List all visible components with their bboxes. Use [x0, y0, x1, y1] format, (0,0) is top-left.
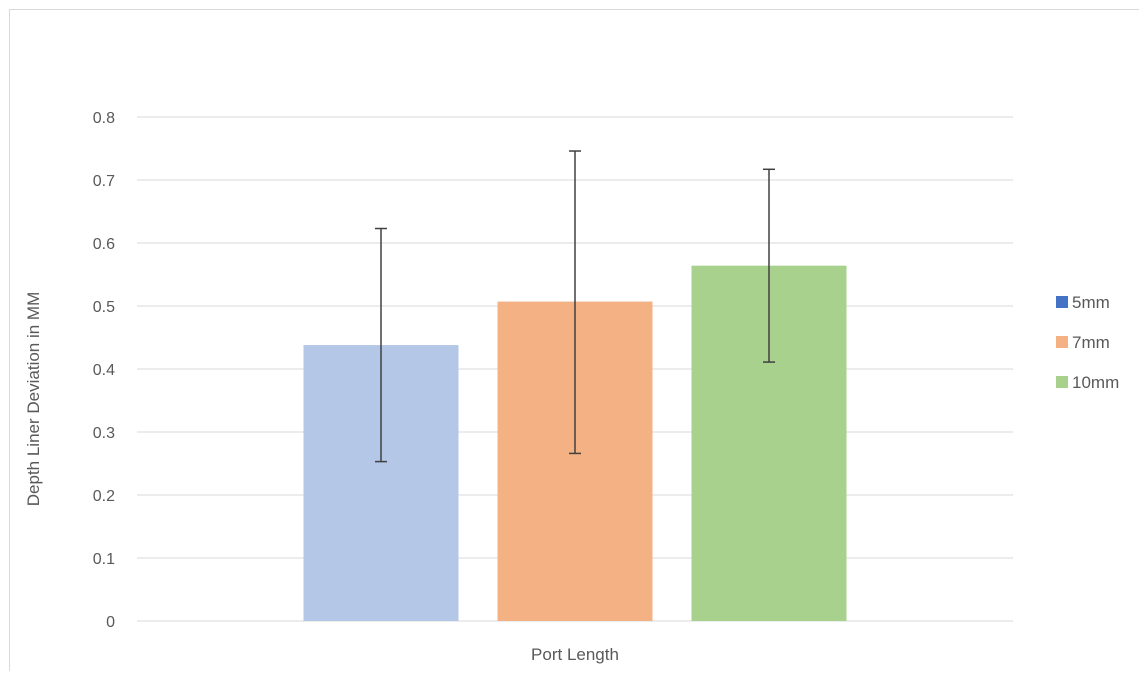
y-tick-label: 0.6	[93, 236, 115, 253]
error-bars	[375, 150, 775, 463]
y-tick-label: 0.1	[93, 551, 115, 568]
chart-frame	[9, 9, 1139, 671]
legend-item-5mm: 5mm	[1056, 293, 1110, 312]
y-tick-label: 0.3	[93, 425, 115, 442]
y-tick-label: 0	[106, 614, 115, 631]
legend-swatch	[1056, 296, 1068, 308]
x-axis-title: Port Length	[531, 645, 619, 664]
y-tick-label: 0.7	[93, 173, 115, 190]
y-axis-ticks: 0 0.1 0.2 0.3 0.4 0.5 0.6 0.7 0.8	[93, 110, 115, 631]
y-tick-label: 0.4	[93, 362, 115, 379]
error-bar-5mm	[375, 227, 387, 463]
legend-label: 10mm	[1072, 373, 1119, 392]
legend-label: 7mm	[1072, 333, 1110, 352]
legend-swatch	[1056, 376, 1068, 388]
legend: 5mm 7mm 10mm	[1056, 293, 1119, 392]
error-bar-7mm	[569, 150, 581, 455]
y-axis-title: Depth Liner Deviation in MM	[24, 292, 43, 506]
error-bar-10mm	[763, 168, 775, 363]
y-tick-label: 0.5	[93, 299, 115, 316]
legend-swatch	[1056, 336, 1068, 348]
legend-label: 5mm	[1072, 293, 1110, 312]
legend-item-7mm: 7mm	[1056, 333, 1110, 352]
legend-item-10mm: 10mm	[1056, 373, 1119, 392]
y-tick-label: 0.8	[93, 110, 115, 127]
y-tick-label: 0.2	[93, 488, 115, 505]
